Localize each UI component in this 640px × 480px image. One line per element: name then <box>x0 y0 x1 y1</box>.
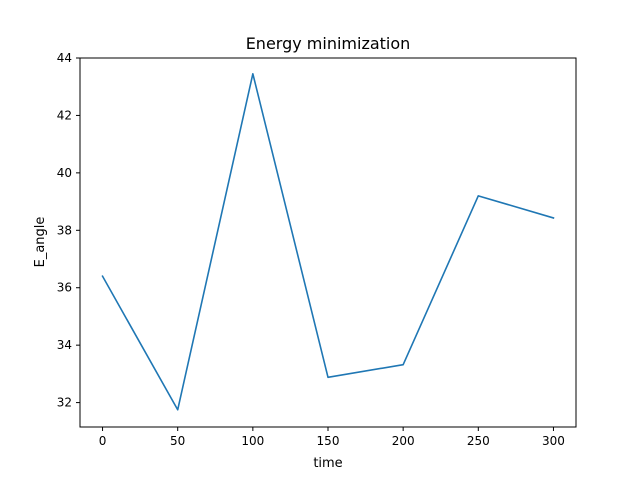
x-tick-label: 100 <box>241 434 264 448</box>
y-axis-label: E_angle <box>33 217 48 268</box>
y-tick-label: 36 <box>57 281 72 295</box>
y-tick-label: 34 <box>57 338 72 352</box>
x-tick-label: 250 <box>467 434 490 448</box>
y-axis-ticks: 32 34 36 38 40 42 44 <box>57 51 80 410</box>
plot-frame <box>79 57 577 428</box>
y-tick-label: 32 <box>57 396 72 410</box>
x-axis-label: time <box>313 456 342 471</box>
x-tick-label: 50 <box>170 434 185 448</box>
y-tick-label: 40 <box>57 166 72 180</box>
series-line <box>101 72 555 411</box>
x-axis-ticks: 0 50 100 150 200 250 300 <box>99 427 565 448</box>
x-tick-label: 200 <box>392 434 415 448</box>
chart-title: Energy minimization <box>246 34 411 53</box>
x-tick-label: 0 <box>99 434 107 448</box>
y-tick-label: 42 <box>57 108 72 122</box>
y-tick-label: 38 <box>57 223 72 237</box>
x-tick-label: 300 <box>542 434 565 448</box>
plot-area <box>79 57 577 428</box>
y-tick-label: 44 <box>57 51 72 65</box>
x-tick-label: 150 <box>317 434 340 448</box>
